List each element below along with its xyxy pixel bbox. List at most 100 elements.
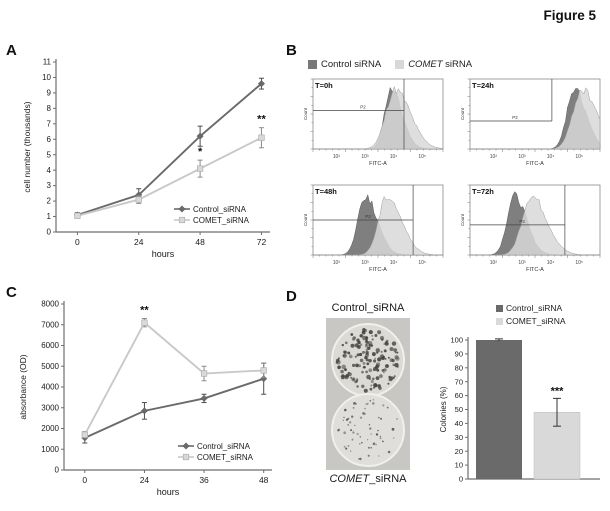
svg-text:Control_siRNA: Control_siRNA — [197, 442, 251, 451]
svg-text:*: * — [198, 146, 203, 158]
svg-text:10³: 10³ — [361, 260, 369, 266]
svg-text:10³: 10³ — [518, 260, 526, 266]
svg-text:***: *** — [551, 385, 565, 397]
svg-text:P2: P2 — [512, 115, 518, 120]
svg-text:10: 10 — [455, 461, 463, 470]
svg-text:6000: 6000 — [41, 341, 59, 350]
svg-text:Colonies (%): Colonies (%) — [439, 386, 448, 432]
svg-text:70: 70 — [455, 377, 463, 386]
svg-text:10⁵: 10⁵ — [418, 154, 426, 160]
svg-text:FITC-A: FITC-A — [526, 161, 544, 167]
svg-text:0: 0 — [47, 228, 52, 237]
panel-a-growth-curve-chart: 0 1 2 3 4 5 6 7 8 9 10 11 0 24 48 72 hours cell number (t… — [22, 58, 270, 259]
svg-text:10²: 10² — [333, 260, 341, 266]
legend-item-comet: COMET siRNA — [395, 59, 472, 70]
svg-text:10³: 10³ — [518, 154, 526, 160]
svg-text:FITC-A: FITC-A — [526, 267, 544, 273]
svg-text:4: 4 — [47, 166, 52, 175]
comet-swatch — [496, 317, 503, 325]
svg-text:3000: 3000 — [41, 403, 59, 412]
svg-text:Count: Count — [460, 107, 465, 120]
svg-text:10⁴: 10⁴ — [390, 260, 398, 266]
svg-text:60: 60 — [455, 391, 463, 400]
panel-c-label: C — [6, 284, 17, 301]
svg-text:P2: P2 — [360, 105, 366, 110]
svg-text:Count: Count — [303, 107, 308, 120]
comet-swatch — [395, 60, 405, 69]
svg-text:0: 0 — [82, 475, 87, 485]
svg-text:1000: 1000 — [41, 445, 59, 454]
svg-text:T=48h: T=48h — [315, 187, 337, 196]
svg-text:72: 72 — [257, 237, 267, 247]
svg-text:10: 10 — [42, 73, 51, 82]
svg-text:2000: 2000 — [41, 424, 59, 433]
svg-text:Control_siRNA: Control_siRNA — [193, 205, 247, 214]
legend-label-comet: COMET_siRNA — [506, 316, 566, 326]
svg-text:T=24h: T=24h — [472, 81, 494, 90]
svg-text:36: 36 — [199, 475, 209, 485]
panel-a-label: A — [6, 42, 17, 59]
svg-text:100: 100 — [450, 336, 463, 345]
svg-text:Count: Count — [303, 213, 308, 226]
legend-item-control: Control siRNA — [308, 59, 381, 70]
svg-text:10⁵: 10⁵ — [575, 154, 583, 160]
svg-text:80: 80 — [455, 363, 463, 372]
svg-text:hours: hours — [152, 249, 175, 259]
dish-label-comet: COMET_siRNA — [329, 473, 407, 485]
svg-text:90: 90 — [455, 350, 463, 359]
panel-d-label: D — [286, 288, 297, 305]
svg-text:T=72h: T=72h — [472, 187, 494, 196]
panel-b-legend: Control siRNA COMET siRNA — [308, 59, 472, 70]
svg-text:cell number (thousands): cell number (thousands) — [22, 101, 32, 192]
svg-text:5000: 5000 — [41, 362, 59, 371]
svg-text:10⁴: 10⁴ — [390, 154, 398, 160]
svg-text:10²: 10² — [333, 154, 341, 160]
svg-text:0: 0 — [55, 466, 60, 475]
svg-text:10⁵: 10⁵ — [418, 260, 426, 266]
facs-histogram-t48h: P2 T=48h 10² 10³ 10⁴ 10⁵ FITC-A Count — [303, 184, 444, 273]
svg-text:7000: 7000 — [41, 320, 59, 329]
legend-label-control: Control_siRNA — [506, 303, 563, 313]
svg-text:30: 30 — [455, 433, 463, 442]
panel-b-label: B — [286, 42, 297, 59]
colony-dishes-photo — [326, 318, 410, 470]
legend-item-comet: COMET_siRNA — [496, 316, 566, 326]
svg-text:P2: P2 — [365, 214, 371, 219]
facs-histogram-t0h: P2 T=0h 10² 10³ 10⁴ 10⁵ FITC-A Count — [303, 78, 444, 167]
svg-text:6: 6 — [47, 135, 52, 144]
svg-text:7: 7 — [47, 119, 52, 128]
panel-d-colonies-bar-chart: 0 10 20 30 40 50 60 70 80 90 100 Colonies (%) *** — [439, 336, 600, 484]
svg-text:5: 5 — [47, 150, 52, 159]
figure-title: Figure 5 — [543, 8, 596, 23]
svg-text:FITC-A: FITC-A — [369, 161, 387, 167]
svg-text:9: 9 — [47, 89, 52, 98]
svg-text:hours: hours — [157, 487, 180, 497]
panel-d-legend: Control_siRNA COMET_siRNA — [496, 303, 566, 329]
dish-label-control: Control_siRNA — [331, 302, 405, 314]
svg-text:**: ** — [257, 114, 266, 126]
svg-text:40: 40 — [455, 419, 463, 428]
facs-histogram-t72h: P2 T=72h 10² 10³ 10⁴ 10⁵ FITC-A Count — [460, 184, 601, 273]
svg-text:4000: 4000 — [41, 383, 59, 392]
legend-label-comet: COMET siRNA — [408, 59, 473, 70]
svg-text:absorbance (OD): absorbance (OD) — [18, 354, 28, 419]
facs-histogram-t24h: P2 T=24h 10² 10³ 10⁴ 10⁵ FITC-A Count — [460, 78, 601, 167]
svg-text:FITC-A: FITC-A — [369, 267, 387, 273]
svg-text:**: ** — [140, 305, 149, 317]
svg-text:24: 24 — [134, 237, 144, 247]
svg-text:50: 50 — [455, 405, 463, 414]
legend-item-control: Control_siRNA — [496, 303, 566, 313]
svg-text:3: 3 — [47, 181, 52, 190]
svg-text:Count: Count — [460, 213, 465, 226]
svg-text:10²: 10² — [490, 260, 498, 266]
svg-text:11: 11 — [43, 58, 52, 67]
panel-c-absorbance-chart: 0 1000 2000 3000 4000 5000 6000 7000 8000 0 24 36 48… — [18, 300, 272, 497]
svg-text:10⁴: 10⁴ — [547, 260, 555, 266]
legend-label-control: Control siRNA — [321, 59, 382, 70]
svg-text:2: 2 — [47, 197, 52, 206]
control-swatch — [496, 304, 503, 312]
svg-text:8: 8 — [47, 104, 52, 113]
svg-text:1: 1 — [47, 212, 52, 221]
svg-text:COMET_siRNA: COMET_siRNA — [197, 453, 254, 462]
